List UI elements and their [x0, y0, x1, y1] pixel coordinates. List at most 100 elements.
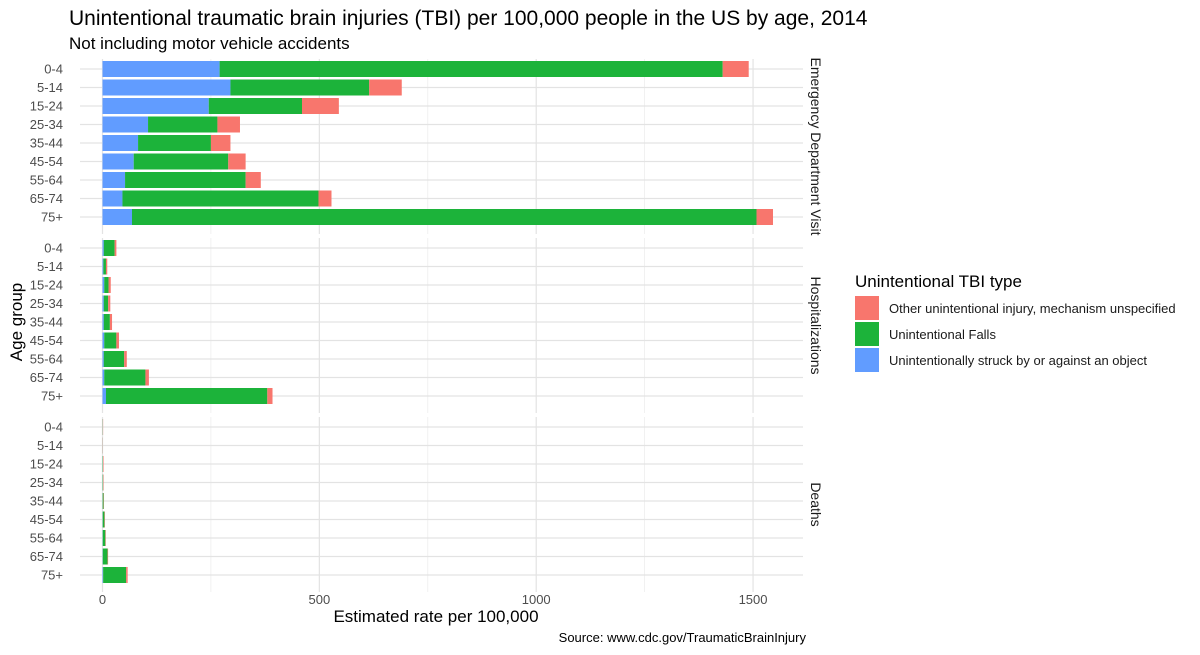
- y-tick-label: 15-24: [30, 457, 63, 472]
- chart-title: Unintentional traumatic brain injuries (…: [69, 7, 868, 30]
- y-tick-label: 75+: [41, 210, 63, 225]
- bar-emergency-department-visit-45-54-other-unintentional-injury-mechanism-unspecified: [228, 153, 246, 170]
- bar-emergency-department-visit-65-74-unintentional-falls: [122, 190, 319, 207]
- y-tick-label: 45-54: [30, 512, 63, 527]
- bar-hospitalizations-55-64-unintentionally-struck-by-or-against-an-object: [102, 351, 104, 367]
- y-tick-label: 15-24: [30, 99, 63, 114]
- legend: Unintentional TBI type Other unintention…: [855, 272, 1176, 372]
- bar-hospitalizations-45-54-unintentional-falls: [104, 332, 117, 349]
- bar-hospitalizations-55-64-other-unintentional-injury-mechanism-unspecified: [124, 351, 127, 367]
- bar-emergency-department-visit-15-24-unintentional-falls: [208, 98, 303, 114]
- legend-title: Unintentional TBI type: [855, 272, 1022, 291]
- bar-hospitalizations-5-14-other-unintentional-injury-mechanism-unspecified: [105, 258, 108, 275]
- y-tick-label: 25-34: [30, 117, 63, 132]
- bar-hospitalizations-0-4-other-unintentional-injury-mechanism-unspecified: [114, 240, 117, 256]
- panel-emergency-department-visit: 0-4 5-14 15-24 25-34 35-44 45-54 55-64 65-74 75+…: [30, 58, 824, 236]
- bar-hospitalizations-25-34-unintentionally-struck-by-or-against-an-object: [102, 295, 104, 312]
- x-tick-label: 1000: [522, 592, 551, 607]
- y-tick-label: 45-54: [30, 333, 63, 348]
- y-tick-label: 65-74: [30, 370, 63, 385]
- legend-key-unintentionally-struck-by-or-against-an-object: [855, 348, 879, 372]
- bar-hospitalizations-55-64-unintentional-falls: [103, 351, 125, 367]
- bar-deaths-55-64-unintentional-falls: [102, 530, 106, 546]
- y-tick-label: 45-54: [30, 154, 63, 169]
- bar-deaths-65-74-unintentional-falls: [102, 548, 108, 565]
- bar-hospitalizations-25-34-other-unintentional-injury-mechanism-unspecified: [108, 295, 111, 312]
- x-axis-label: Estimated rate per 100,000: [333, 607, 538, 626]
- y-tick-label: 25-34: [30, 296, 63, 311]
- y-tick-label: 5-14: [37, 80, 63, 95]
- bar-deaths-15-24-other-unintentional-injury-mechanism-unspecified: [103, 456, 104, 472]
- y-tick-label: 15-24: [30, 278, 63, 293]
- bar-emergency-department-visit-65-74-other-unintentional-injury-mechanism-unspecified: [318, 190, 332, 207]
- bar-deaths-65-74-other-unintentional-injury-mechanism-unspecified: [107, 548, 109, 565]
- bar-deaths-25-34-unintentional-falls: [102, 474, 104, 491]
- bar-emergency-department-visit-35-44-unintentional-falls: [138, 135, 211, 151]
- bar-hospitalizations-15-24-unintentional-falls: [104, 277, 109, 293]
- y-tick-label: 65-74: [30, 549, 63, 564]
- panel-deaths: 0-4 5-14 15-24 25-34 35-44 45-54 55-64 65-74 75+…: [30, 417, 824, 592]
- y-tick-label: 0-4: [44, 62, 63, 77]
- strip-label-hospitalizations: Hospitalizations: [808, 276, 824, 374]
- bar-emergency-department-visit-25-34-unintentionally-struck-by-or-against-an-object: [102, 116, 149, 133]
- bar-emergency-department-visit-5-14-other-unintentional-injury-mechanism-unspecified: [369, 79, 402, 96]
- y-tick-label: 5-14: [37, 438, 63, 453]
- bar-emergency-department-visit-65-74-unintentionally-struck-by-or-against-an-object: [102, 190, 123, 207]
- bar-deaths-35-44-unintentional-falls: [102, 493, 104, 509]
- legend-label: Unintentional Falls: [889, 327, 996, 342]
- bar-emergency-department-visit-15-24-other-unintentional-injury-mechanism-unspecified: [302, 98, 339, 114]
- bar-emergency-department-visit-5-14-unintentional-falls: [230, 79, 370, 96]
- y-tick-label: 55-64: [30, 531, 63, 546]
- bar-hospitalizations-0-4-unintentionally-struck-by-or-against-an-object: [102, 240, 104, 256]
- bar-hospitalizations-15-24-other-unintentional-injury-mechanism-unspecified: [108, 277, 111, 293]
- y-tick-label: 75+: [41, 389, 63, 404]
- bar-emergency-department-visit-55-64-other-unintentional-injury-mechanism-unspecified: [245, 172, 261, 188]
- y-tick-label: 0-4: [44, 420, 63, 435]
- bar-deaths-45-54-unintentional-falls: [102, 511, 105, 528]
- x-axis: 0 500 1000 1500: [99, 592, 768, 607]
- bar-emergency-department-visit-45-54-unintentional-falls: [133, 153, 229, 170]
- panels-area: 0-4 5-14 15-24 25-34 35-44 45-54 55-64 65-74 75+…: [30, 58, 824, 592]
- bar-hospitalizations-75-other-unintentional-injury-mechanism-unspecified: [267, 388, 273, 404]
- bar-emergency-department-visit-5-14-unintentionally-struck-by-or-against-an-object: [102, 79, 231, 96]
- y-tick-label: 35-44: [30, 315, 63, 330]
- legend-key-unintentional-falls: [855, 322, 879, 346]
- x-tick-label: 0: [99, 592, 106, 607]
- strip-label-deaths: Deaths: [808, 482, 824, 526]
- x-tick-label: 1500: [739, 592, 768, 607]
- legend-label: Unintentionally struck by or against an …: [889, 353, 1147, 368]
- y-tick-label: 35-44: [30, 136, 63, 151]
- bar-emergency-department-visit-15-24-unintentionally-struck-by-or-against-an-object: [102, 98, 209, 114]
- y-tick-label: 25-34: [30, 475, 63, 490]
- bar-deaths-75-other-unintentional-injury-mechanism-unspecified: [126, 567, 128, 583]
- bar-emergency-department-visit-75-unintentionally-struck-by-or-against-an-object: [102, 209, 132, 225]
- bar-emergency-department-visit-0-4-other-unintentional-injury-mechanism-unspecified: [722, 61, 749, 77]
- bar-hospitalizations-65-74-unintentionally-struck-by-or-against-an-object: [102, 369, 105, 386]
- bar-hospitalizations-75-unintentional-falls: [105, 388, 268, 404]
- bar-emergency-department-visit-55-64-unintentionally-struck-by-or-against-an-object: [102, 172, 126, 188]
- bar-hospitalizations-35-44-other-unintentional-injury-mechanism-unspecified: [109, 314, 113, 330]
- bar-emergency-department-visit-35-44-other-unintentional-injury-mechanism-unspecified: [210, 135, 231, 151]
- bar-hospitalizations-0-4-unintentional-falls: [103, 240, 115, 256]
- bar-emergency-department-visit-75-other-unintentional-injury-mechanism-unspecified: [756, 209, 774, 225]
- chart-subtitle: Not including motor vehicle accidents: [69, 34, 350, 53]
- bar-hospitalizations-5-14-unintentional-falls: [103, 258, 106, 275]
- bar-hospitalizations-45-54-unintentionally-struck-by-or-against-an-object: [102, 332, 105, 349]
- bar-deaths-75-unintentional-falls: [103, 567, 127, 583]
- y-tick-label: 5-14: [37, 259, 63, 274]
- bar-emergency-department-visit-25-34-other-unintentional-injury-mechanism-unspecified: [217, 116, 240, 133]
- bar-hospitalizations-15-24-unintentionally-struck-by-or-against-an-object: [102, 277, 105, 293]
- y-tick-label: 55-64: [30, 173, 63, 188]
- bar-hospitalizations-75-unintentionally-struck-by-or-against-an-object: [102, 388, 106, 404]
- bar-deaths-75-unintentionally-struck-by-or-against-an-object: [102, 567, 104, 583]
- bar-hospitalizations-65-74-other-unintentional-injury-mechanism-unspecified: [145, 369, 149, 386]
- legend-key-other-unintentional-injury-mechanism-unspecified: [855, 296, 879, 320]
- y-axis-label: Age group: [7, 283, 26, 361]
- y-tick-label: 65-74: [30, 191, 63, 206]
- bar-emergency-department-visit-55-64-unintentional-falls: [125, 172, 246, 188]
- bar-emergency-department-visit-0-4-unintentional-falls: [219, 61, 723, 77]
- chart-caption: Source: www.cdc.gov/TraumaticBrainInjury: [559, 630, 807, 645]
- bar-hospitalizations-5-14-unintentionally-struck-by-or-against-an-object: [102, 258, 104, 275]
- bar-emergency-department-visit-0-4-unintentionally-struck-by-or-against-an-object: [102, 61, 220, 77]
